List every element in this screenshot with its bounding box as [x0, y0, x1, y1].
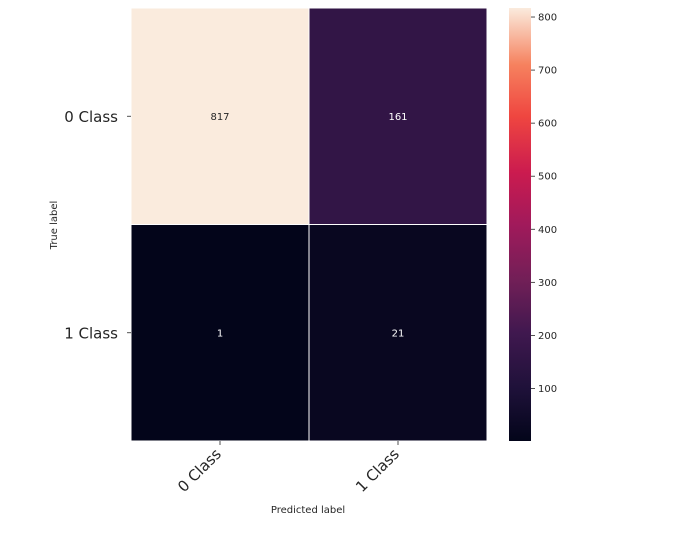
- y-axis: 0 Class 1 Class: [64, 108, 131, 342]
- cell-value-label: 817: [210, 112, 229, 123]
- colorbar-tick-label: 500: [538, 172, 557, 183]
- colorbar-tick-label: 200: [538, 331, 557, 342]
- cell-value-label: 21: [392, 328, 405, 339]
- colorbar-tick-label: 700: [538, 66, 557, 77]
- x-axis-label: Predicted label: [271, 505, 345, 516]
- colorbar: [509, 8, 531, 441]
- heatmap-cell: [130, 7, 310, 225]
- x-tick-label: 0 Class: [174, 445, 225, 496]
- cell-value-label: 1: [217, 328, 223, 339]
- heatmap-cell: [308, 7, 488, 225]
- x-axis: 0 Class 1 Class: [174, 441, 403, 496]
- colorbar-tick-label: 100: [538, 384, 557, 395]
- cell-value-labels: 817 161 1 21: [210, 112, 407, 340]
- y-tick-label: 1 Class: [64, 324, 118, 342]
- colorbar-ticks: 100 200 300 400 500 600 700 800: [531, 13, 557, 395]
- heatmap-cells: [130, 7, 488, 442]
- cell-value-label: 161: [388, 112, 407, 123]
- colorbar-tick-label: 800: [538, 13, 557, 24]
- heatmap-cell: [308, 224, 488, 442]
- heatmap-cell: [130, 224, 310, 442]
- colorbar-tick-label: 300: [538, 278, 557, 289]
- colorbar-tick-label: 600: [538, 119, 557, 130]
- y-axis-label: True label: [49, 201, 60, 251]
- colorbar-tick-label: 400: [538, 225, 557, 236]
- y-tick-label: 0 Class: [64, 108, 118, 126]
- x-tick-label: 1 Class: [352, 445, 403, 496]
